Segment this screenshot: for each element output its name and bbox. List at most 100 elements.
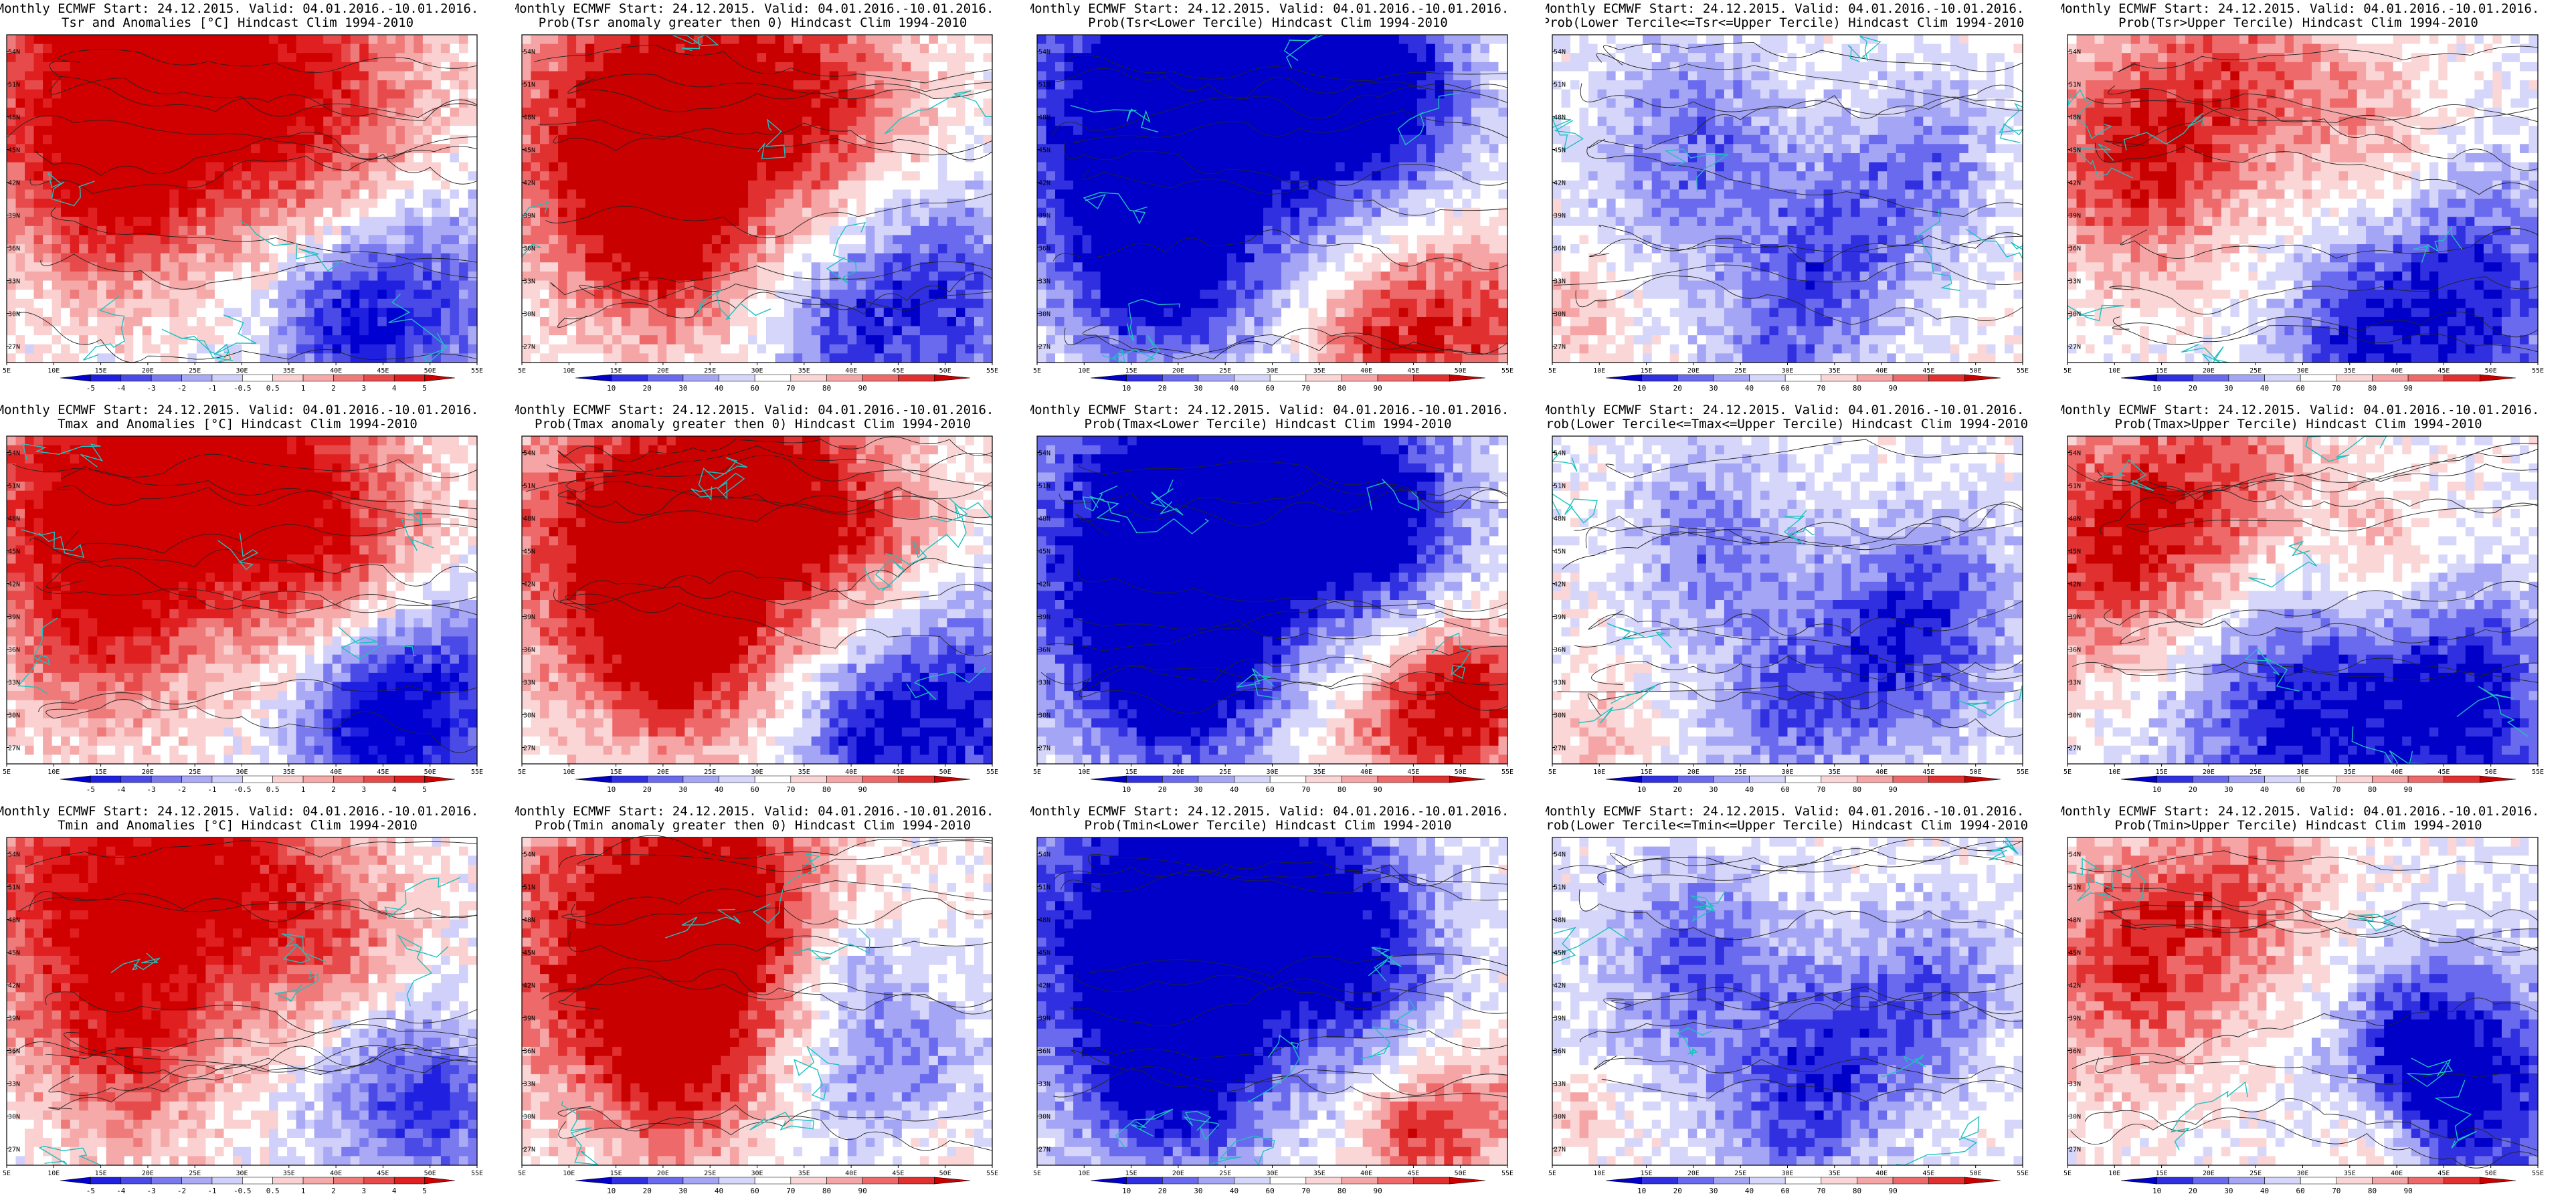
colorbar-swatch <box>90 1177 120 1184</box>
colorbar-swatch <box>1785 375 1821 381</box>
colorbar-swatch <box>151 375 181 381</box>
colorbar-label: 40 <box>1230 384 1238 393</box>
colorbar-swatch <box>1929 375 1965 381</box>
colorbar-swatch <box>182 776 212 783</box>
colorbar-label: 5 <box>422 785 427 794</box>
colorbar-label: 30 <box>1709 384 1718 393</box>
lon-tick-label: 10E <box>1593 1170 1605 1177</box>
lon-tick-label: 10E <box>48 367 60 375</box>
lat-tick-label: 45N <box>1038 147 1050 155</box>
lon-tick-label: 5E <box>3 1170 11 1177</box>
colorbar-label: 80 <box>1338 785 1346 794</box>
lat-tick-label: 42N <box>523 983 535 990</box>
lat-tick-label: 39N <box>2069 614 2081 621</box>
colorbar-label: 20 <box>1673 384 1682 393</box>
chart-panel-1-4: Monthly ECMWF Start: 24.12.2015. Valid: … <box>1546 0 2061 401</box>
lat-tick-label: 33N <box>2069 278 2081 286</box>
lon-tick-label: 40E <box>845 769 857 776</box>
lat-tick-label: 51N <box>1554 82 1566 89</box>
colorbar-swatch <box>1449 375 1485 381</box>
lat-tick-label: 42N <box>1038 180 1050 187</box>
colorbar-swatch <box>826 1177 862 1184</box>
lon-tick-label: 20E <box>1172 1170 1184 1177</box>
lon-tick-label: 20E <box>142 367 154 375</box>
lon-tick-label: 15E <box>1641 769 1653 776</box>
colorbar-swatch <box>1342 1177 1378 1184</box>
colorbar-label: 10 <box>1637 1187 1646 1195</box>
lat-tick-label: 36N <box>1554 647 1566 654</box>
colorbar-label: 40 <box>1230 785 1238 794</box>
colorbar: 10 20 30 40 60 70 80 90 <box>1606 1177 2001 1195</box>
colorbar-swatch <box>1821 776 1857 783</box>
colorbar-swatch <box>1270 776 1306 783</box>
colorbar: 10 20 30 40 60 70 80 90 <box>1091 375 1485 393</box>
lat-tick-label: 42N <box>523 180 535 187</box>
lon-tick-label: 45E <box>892 769 904 776</box>
colorbar-label: 30 <box>1709 785 1718 794</box>
colorbar-swatch <box>1091 776 1127 783</box>
colorbar-swatch <box>683 776 719 783</box>
lat-tick-label: 45N <box>523 548 535 556</box>
lon-tick-label: 10E <box>48 769 60 776</box>
colorbar-label: 90 <box>858 384 866 393</box>
colorbar-label: 20 <box>1158 785 1167 794</box>
lon-tick-label: 30E <box>236 769 248 776</box>
colorbar-swatch <box>1606 1177 1642 1184</box>
lat-tick-label: 45N <box>2069 548 2081 556</box>
lon-tick-label: 15E <box>1125 769 1137 776</box>
lon-tick-label: 50E <box>2485 769 2497 776</box>
lat-tick-label: 51N <box>2069 82 2081 89</box>
chart-panel-3-3: Monthly ECMWF Start: 24.12.2015. Valid: … <box>1030 803 1546 1204</box>
lat-tick-label: 45N <box>1038 548 1050 556</box>
lon-tick-label: 5E <box>1033 1170 1041 1177</box>
lon-tick-label: 10E <box>2108 769 2120 776</box>
lon-tick-label: 5E <box>1548 769 1556 776</box>
lon-tick-label: 10E <box>1593 769 1605 776</box>
lon-tick-label: 35E <box>1313 367 1325 375</box>
colorbar-swatch <box>2229 1177 2265 1184</box>
colorbar-label: -5 <box>86 785 95 794</box>
lat-tick-label: 54N <box>523 49 535 56</box>
colorbar-swatch <box>1091 1177 1127 1184</box>
lat-tick-label: 33N <box>523 680 535 687</box>
colorbar-swatch <box>1964 375 2001 381</box>
colorbar-swatch <box>1642 1177 1678 1184</box>
colorbar-swatch <box>151 1177 181 1184</box>
chart-svg: Monthly ECMWF Start: 24.12.2015. Valid: … <box>1030 803 1546 1204</box>
colorbar-swatch <box>1127 776 1163 783</box>
lon-tick-label: 20E <box>2203 1170 2215 1177</box>
lon-tick-label: 25E <box>2249 769 2262 776</box>
lon-tick-label: 45E <box>377 1170 389 1177</box>
colorbar-label: 70 <box>2332 785 2340 794</box>
lat-tick-label: 51N <box>1554 884 1566 892</box>
colorbar-label: 10 <box>1637 384 1646 393</box>
colorbar-swatch <box>273 776 303 783</box>
lon-tick-label: 45E <box>377 367 389 375</box>
colorbar-swatch <box>2480 776 2516 783</box>
colorbar-label: 10 <box>607 1187 616 1195</box>
colorbar-label: 80 <box>1853 384 1861 393</box>
lat-tick-label: 36N <box>2069 647 2081 654</box>
lon-tick-label: 30E <box>751 367 763 375</box>
lon-tick-label: 40E <box>330 1170 342 1177</box>
colorbar-label: 70 <box>2332 384 2340 393</box>
lon-tick-label: 45E <box>1407 367 1419 375</box>
lat-tick-label: 27N <box>523 344 535 351</box>
lon-tick-label: 35E <box>1829 367 1841 375</box>
heatmap-field <box>7 837 478 1166</box>
colorbar-swatch <box>1449 776 1485 783</box>
heatmap-field <box>522 35 993 363</box>
lat-tick-label: 42N <box>1554 180 1566 187</box>
colorbar-swatch <box>1714 776 1750 783</box>
colorbar: 10 20 30 40 60 70 80 90 <box>2121 1177 2516 1195</box>
colorbar-swatch <box>1414 1177 1450 1184</box>
colorbar: 10 20 30 40 60 70 80 90 <box>575 375 970 393</box>
lon-tick-label: 55E <box>2017 769 2029 776</box>
colorbar-label: 1 <box>301 785 306 794</box>
colorbar-label: 40 <box>715 785 723 794</box>
lon-tick-label: 50E <box>1455 367 1467 375</box>
lon-tick-label: 20E <box>142 769 154 776</box>
chart-svg: Monthly ECMWF Start: 24.12.2015. Valid: … <box>2061 803 2576 1204</box>
colorbar-label: 70 <box>1301 785 1310 794</box>
colorbar-swatch <box>2372 1177 2408 1184</box>
